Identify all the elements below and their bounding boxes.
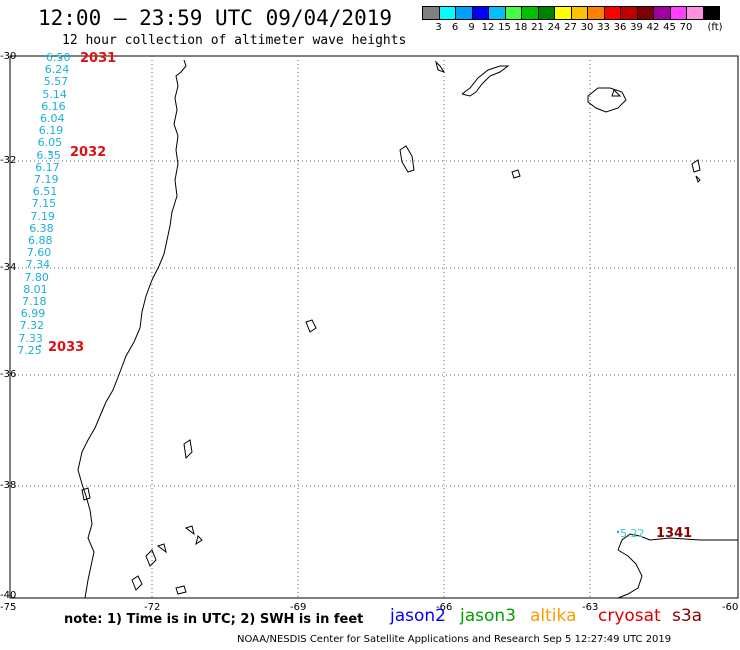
- lon-label-75: -75: [0, 602, 17, 613]
- swh-reading: 6.16: [41, 99, 66, 113]
- swh-reading: 6.17: [35, 160, 60, 174]
- swh-reading: 6.35: [36, 148, 61, 162]
- footer-credit: NOAA/NESDIS Center for Satellite Applica…: [237, 634, 672, 645]
- units-note: note: 1) Time is in UTC; 2) SWH is in fe…: [64, 612, 364, 627]
- legend-label: 9: [468, 22, 475, 33]
- lat-label-32: -32: [0, 155, 17, 166]
- lat-label-34: -34: [0, 262, 17, 273]
- pass-tracks: [38, 56, 620, 534]
- lat-label-40: -40: [0, 590, 17, 601]
- map-frame: [9, 55, 739, 599]
- legend-label: 39: [630, 22, 643, 33]
- graticule: [10, 56, 738, 598]
- legend-label: (ft): [707, 22, 723, 33]
- lat-label-36: -36: [0, 369, 17, 380]
- swh-reading: 7.15: [31, 197, 57, 211]
- legend-label: 36: [613, 22, 627, 33]
- lon-label-69: -69: [290, 602, 307, 613]
- satellite-jason3: jason3: [460, 606, 516, 626]
- legend-label: 33: [597, 22, 610, 33]
- swh-reading: 6.88: [28, 234, 53, 247]
- lon-label-72: -72: [144, 602, 161, 613]
- east-coast-fragment: [691, 159, 701, 183]
- pass-number-2031: 2031: [80, 51, 117, 66]
- swh-reading: 7.33: [18, 331, 43, 345]
- swh-reading: 6.05: [37, 136, 63, 150]
- pass-number-2032: 2032: [70, 145, 107, 160]
- patagonia-coast: [617, 533, 738, 599]
- swh-reading-south: 5.22: [620, 527, 645, 540]
- legend-swatch: [702, 6, 720, 20]
- swh-reading: 6.50: [46, 51, 71, 64]
- lon-label-63: -63: [582, 602, 599, 613]
- legend-label: 6: [451, 22, 459, 33]
- legend-label: 27: [564, 22, 577, 33]
- lon-label-66: -66: [436, 602, 453, 613]
- southern-islands: [81, 439, 203, 595]
- swh-reading: 7.60: [26, 246, 52, 260]
- swh-reading: 6.24: [44, 63, 70, 77]
- legend-label: 45: [663, 22, 676, 33]
- chile-coastline: [77, 59, 187, 599]
- satellite-altika: altika: [530, 606, 577, 626]
- argentina-lagoon: [587, 87, 627, 113]
- swh-reading: 7.34: [25, 258, 51, 272]
- swh-reading: 5.57: [43, 75, 69, 89]
- lon-label-60: -60: [722, 602, 739, 613]
- pass-number-1341: 1341: [656, 526, 693, 541]
- satellite-jason2: jason2: [390, 606, 446, 626]
- swh-reading: 6.19: [38, 124, 64, 138]
- legend-label: 42: [646, 22, 660, 33]
- swh-reading: 7.19: [30, 209, 55, 223]
- offshore-island: [305, 319, 317, 333]
- satellite-s3a: s3a: [672, 606, 703, 626]
- map-subtitle: 12 hour collection of altimeter wave hei…: [62, 33, 407, 48]
- legend-label: 21: [531, 22, 544, 33]
- swh-reading: 8.01: [23, 282, 48, 296]
- swh-reading: 7.25: [17, 343, 42, 357]
- swh-reading: 6.51: [32, 185, 58, 199]
- swh-reading: 6.04: [40, 112, 65, 125]
- legend-label: 70: [679, 22, 693, 33]
- swh-reading: 7.80: [24, 270, 49, 284]
- lat-label-30: -30: [0, 51, 17, 62]
- legend-label: 3: [435, 22, 442, 33]
- swh-reading: 7.32: [19, 319, 45, 333]
- swh-legend-labels: 3 6 9 12 15 18 21 24 27 30 33 36 39 42 45 70 (ft): [422, 22, 740, 36]
- lat-label-38: -38: [0, 480, 17, 491]
- legend-label: 30: [580, 22, 594, 33]
- swh-color-legend: [422, 6, 720, 20]
- swh-reading: 5.14: [42, 87, 67, 101]
- map-title: 12:00 – 23:59 UTC 09/04/2019: [38, 6, 393, 30]
- satellite-cryosat: cryosat: [598, 606, 661, 626]
- pass-number-2033: 2033: [48, 340, 85, 355]
- legend-label: 15: [498, 22, 511, 33]
- legend-label: 12: [481, 22, 495, 33]
- swh-reading: 6.38: [29, 221, 54, 235]
- swh-reading: 7.19: [34, 173, 59, 186]
- swh-reading: 7.18: [22, 295, 47, 308]
- argentina-coast-north: [435, 60, 510, 97]
- legend-label: 18: [514, 22, 528, 33]
- swh-reading: 6.99: [20, 307, 46, 321]
- inland-lake: [399, 145, 521, 179]
- legend-label: 24: [547, 22, 561, 33]
